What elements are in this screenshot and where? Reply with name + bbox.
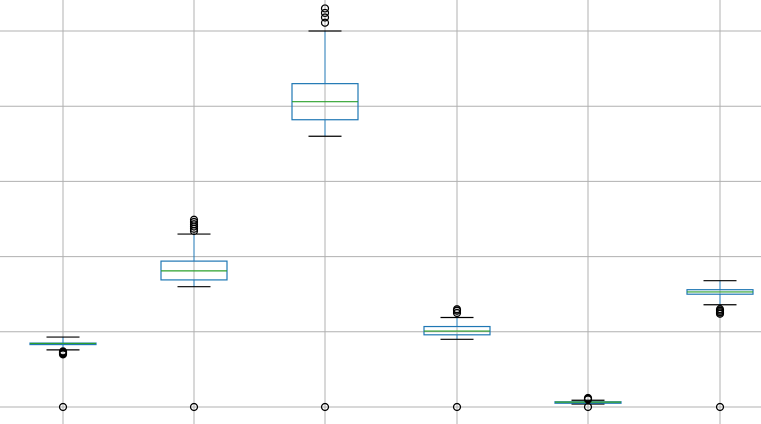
outlier-point [715,402,725,412]
outlier-point [715,309,725,318]
outlier-point [452,402,462,412]
outlier-point [452,308,462,318]
box-series-5 [554,393,622,412]
outlier-point [320,4,330,13]
outlier-point [320,402,330,412]
outlier-point [320,8,330,18]
outlier-point [189,220,199,229]
outlier-point [189,215,199,224]
box-series-1 [29,336,97,412]
outlier-point [320,18,330,27]
outlier-point [320,13,330,22]
outlier-point [58,402,68,412]
box-series-4 [423,305,491,412]
box-series-2 [160,215,228,412]
outlier-point [452,305,462,314]
box-series-3 [291,4,359,412]
outlier-point [189,402,199,412]
outlier-point [189,217,199,227]
outlier-point [58,350,68,359]
box-series-6 [686,280,754,412]
outlier-point [583,402,593,412]
box-plot-series [29,4,754,412]
